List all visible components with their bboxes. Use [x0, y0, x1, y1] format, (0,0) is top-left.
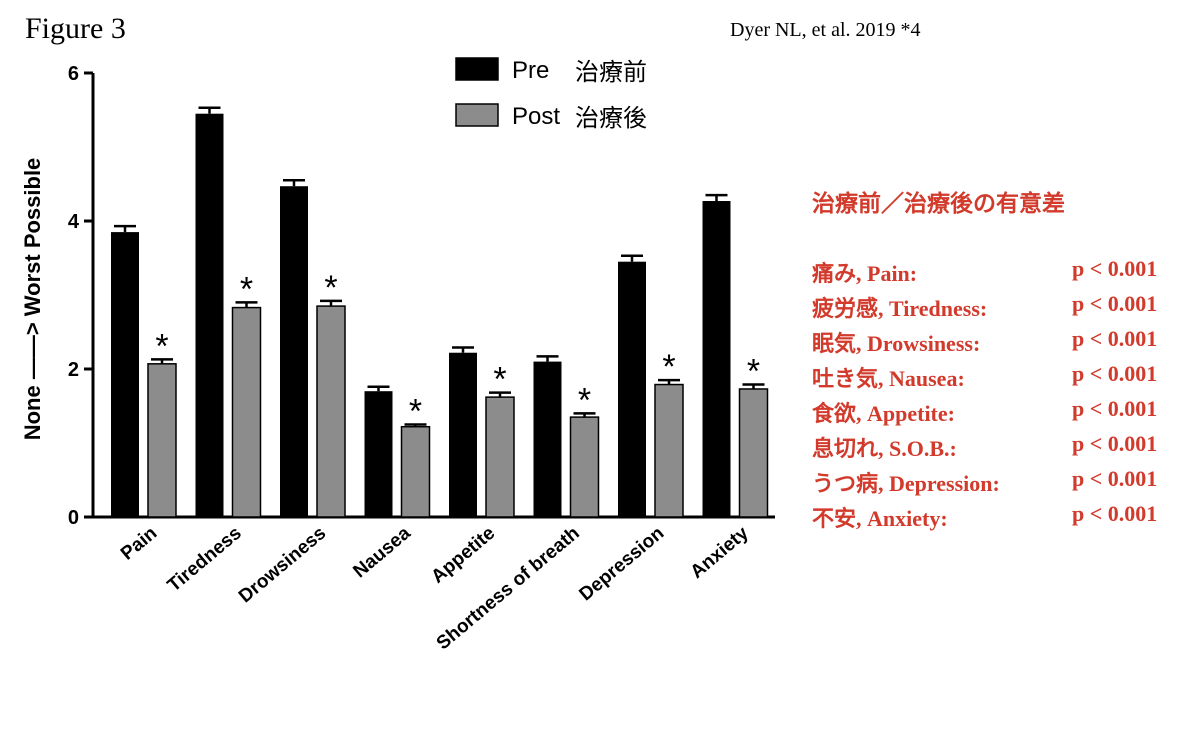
- bar-pre: [702, 201, 731, 517]
- pvalue-label: うつ病, Depression:: [812, 471, 1000, 496]
- pvalue-value: p < 0.001: [1072, 291, 1158, 316]
- significance-star: *: [409, 393, 422, 431]
- bar-post: [485, 396, 515, 518]
- significance-star: *: [155, 327, 168, 365]
- y-axis-title: None ——> Worst Possible: [20, 158, 45, 441]
- bar-post: [569, 416, 600, 518]
- category-label: Pain: [117, 523, 161, 565]
- pvalue-value: p < 0.001: [1072, 256, 1158, 281]
- bar-post: [654, 383, 684, 518]
- significance-star: *: [747, 353, 760, 391]
- category-label: Anxiety: [687, 522, 753, 582]
- pvalue-value: p < 0.001: [1072, 466, 1158, 491]
- y-tick-label: 0: [68, 507, 79, 529]
- pvalue-value: p < 0.001: [1072, 431, 1158, 456]
- y-tick-label: 4: [68, 211, 80, 233]
- pvalue-row: 痛み, Pain: p < 0.001: [812, 256, 1192, 291]
- pvalue-row: 疲労感, Tiredness: p < 0.001: [812, 291, 1192, 326]
- legend-label-jp: 治療後: [575, 105, 647, 132]
- category-label: Shortness of breath: [433, 523, 584, 654]
- category-label: Drowsiness: [235, 523, 330, 608]
- bar-pre: [280, 186, 308, 517]
- pvalue-value: p < 0.001: [1072, 361, 1158, 386]
- category-label: Depression: [575, 523, 668, 606]
- annotation-title: 治療前／治療後の有意差: [812, 191, 1065, 216]
- pvalue-label: 不安, Anxiety:: [812, 506, 948, 531]
- bar-pre: [533, 361, 562, 517]
- pvalue-row: 吐き気, Nausea: p < 0.001: [812, 361, 1192, 396]
- category-label: Appetite: [427, 523, 499, 588]
- bar-post: [231, 306, 262, 518]
- pvalue-value: p < 0.001: [1072, 396, 1158, 421]
- pvalue-label: 痛み, Pain:: [812, 261, 918, 286]
- bar-pre: [195, 113, 224, 517]
- legend-swatch-pre: [455, 57, 499, 81]
- pvalue-label: 疲労感, Tiredness:: [812, 296, 988, 321]
- pvalue-label: 食欲, Appetite:: [812, 401, 955, 426]
- pvalue-row: 息切れ, S.O.B.: p < 0.001: [812, 431, 1192, 466]
- legend-label-jp: 治療前: [575, 59, 647, 86]
- bar-post: [147, 363, 177, 518]
- bar-post: [316, 305, 346, 518]
- y-tick-label: 2: [68, 359, 79, 381]
- pvalue-label: 吐き気, Nausea:: [812, 366, 965, 391]
- pvalue-label: 息切れ, S.O.B.:: [812, 436, 957, 461]
- significance-star: *: [324, 269, 337, 307]
- category-label: Nausea: [349, 522, 415, 582]
- y-tick-label: 6: [68, 63, 79, 85]
- bar-pre: [449, 352, 477, 517]
- pvalue-row: 眠気, Drowsiness: p < 0.001: [812, 326, 1192, 361]
- figure-label: Figure 3: [25, 12, 126, 45]
- pvalue-value: p < 0.001: [1072, 501, 1158, 526]
- legend-label: Pre: [512, 57, 549, 84]
- significance-annotation: 治療前／治療後の有意差 痛み, Pain: p < 0.001 疲労感, Tire…: [812, 184, 1192, 536]
- significance-star: *: [240, 270, 253, 308]
- significance-star: *: [493, 361, 506, 399]
- significance-star: *: [662, 348, 675, 386]
- legend-label: Post: [512, 103, 560, 130]
- citation: Dyer NL, et al. 2019 *4: [730, 19, 921, 41]
- pvalue-row: 不安, Anxiety: p < 0.001: [812, 501, 1192, 536]
- bar-chart: 0 2 4 6 None ——> Worst Possible * Pain * Tiredne…: [20, 57, 775, 654]
- significance-star: *: [578, 381, 591, 419]
- legend-swatch-post: [455, 103, 499, 127]
- pvalue-row: うつ病, Depression: p < 0.001: [812, 466, 1192, 501]
- bar-post: [400, 425, 431, 518]
- pvalue-row: 食欲, Appetite: p < 0.001: [812, 396, 1192, 431]
- bar-pre: [364, 391, 393, 517]
- pvalue-value: p < 0.001: [1072, 326, 1158, 351]
- pvalue-label: 眠気, Drowsiness:: [812, 331, 981, 356]
- bar-pre: [618, 261, 646, 517]
- category-label: Tiredness: [164, 523, 246, 597]
- bar-pre: [111, 232, 139, 517]
- bar-post: [738, 388, 769, 518]
